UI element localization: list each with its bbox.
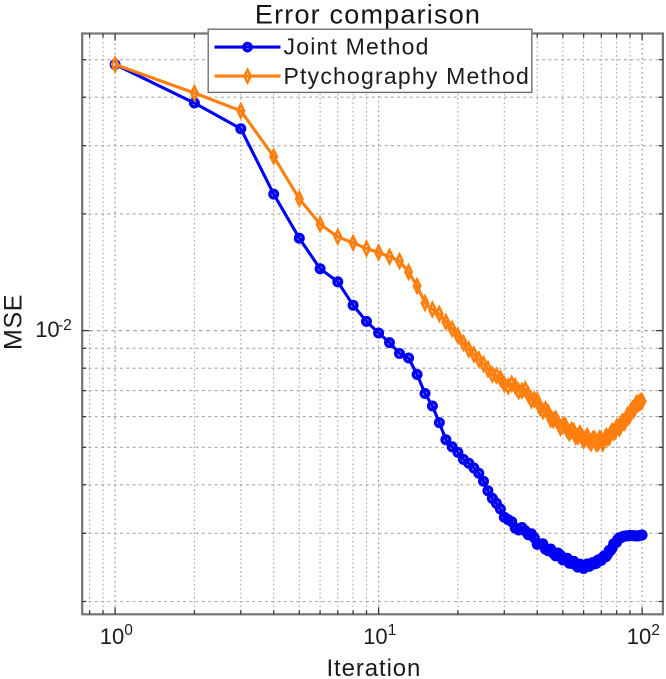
svg-text:10: 10 (35, 317, 59, 342)
svg-text:MSE: MSE (0, 294, 28, 350)
svg-text:Error comparison: Error comparison (255, 0, 481, 30)
svg-text:-2: -2 (58, 317, 72, 334)
svg-text:Iteration: Iteration (326, 655, 421, 679)
svg-text:10: 10 (627, 624, 651, 649)
svg-text:2: 2 (651, 622, 660, 639)
svg-text:Joint Method: Joint Method (284, 34, 430, 60)
svg-text:0: 0 (124, 622, 133, 639)
svg-text:Ptychography Method: Ptychography Method (284, 63, 531, 89)
svg-text:1: 1 (388, 622, 397, 639)
svg-text:10: 10 (363, 624, 387, 649)
svg-text:10: 10 (100, 624, 124, 649)
